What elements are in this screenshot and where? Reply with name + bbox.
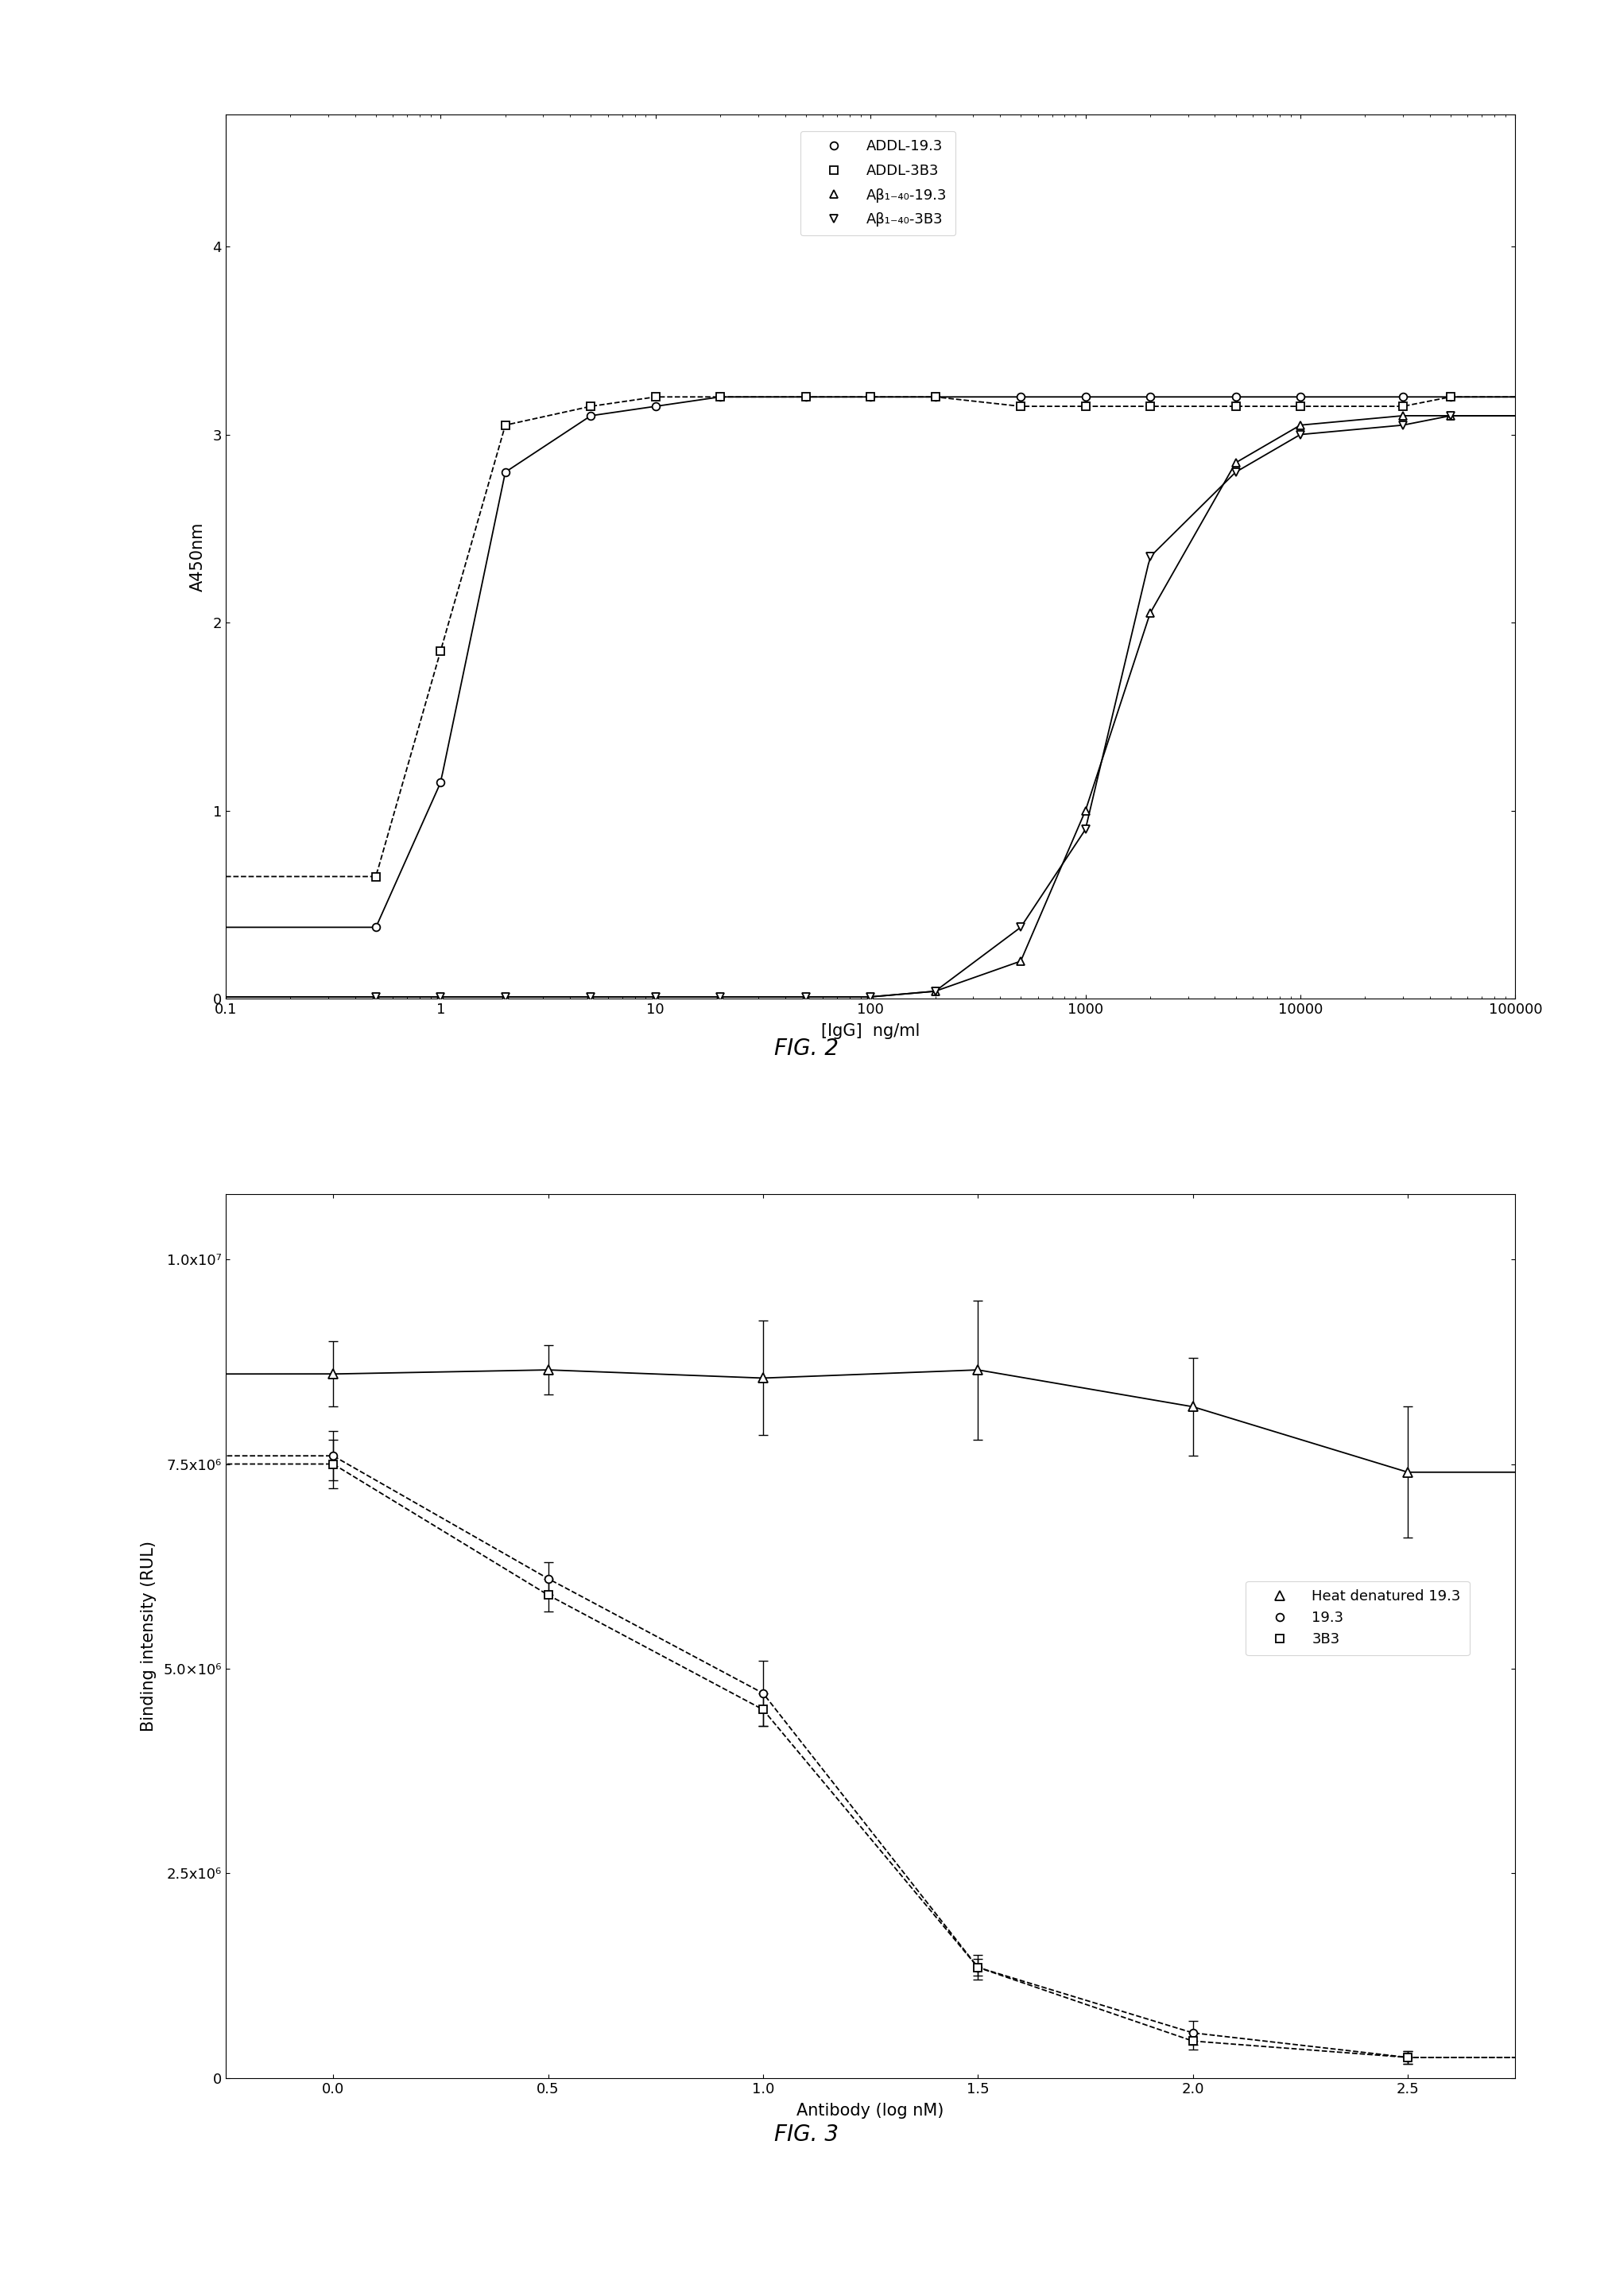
- ADDL-19.3: [582, 402, 601, 429]
- Aβ₁₋₄₀-3B3: [861, 983, 880, 1010]
- ADDL-19.3: [1140, 383, 1159, 411]
- X-axis label: Antibody (log nM): Antibody (log nM): [796, 2103, 945, 2119]
- ADDL-19.3: [495, 459, 514, 487]
- ADDL-19.3: [366, 914, 385, 941]
- Aβ₁₋₄₀-19.3: [861, 983, 880, 1010]
- Aβ₁₋₄₀-3B3: [925, 978, 945, 1006]
- ADDL-3B3: [796, 383, 816, 411]
- Aβ₁₋₄₀-3B3: [1011, 914, 1030, 941]
- Line: Aβ₁₋₄₀-3B3: Aβ₁₋₄₀-3B3: [372, 411, 1454, 1001]
- Heat denatured 19.3: [969, 1357, 988, 1384]
- Line: 3B3: 3B3: [329, 1460, 1412, 2062]
- Aβ₁₋₄₀-19.3: [1075, 797, 1095, 824]
- ADDL-3B3: [925, 383, 945, 411]
- Aβ₁₋₄₀-19.3: [646, 983, 666, 1010]
- ADDL-3B3: [646, 383, 666, 411]
- Aβ₁₋₄₀-3B3: [796, 983, 816, 1010]
- Aβ₁₋₄₀-3B3: [646, 983, 666, 1010]
- 3B3: [324, 1451, 343, 1479]
- Aβ₁₋₄₀-3B3: [582, 983, 601, 1010]
- 19.3: [753, 1678, 772, 1706]
- Aβ₁₋₄₀-19.3: [925, 978, 945, 1006]
- ADDL-3B3: [1227, 393, 1246, 420]
- Aβ₁₋₄₀-3B3: [430, 983, 450, 1010]
- ADDL-19.3: [1393, 383, 1412, 411]
- Aβ₁₋₄₀-3B3: [1140, 544, 1159, 572]
- ADDL-3B3: [1075, 393, 1095, 420]
- Aβ₁₋₄₀-3B3: [1075, 815, 1095, 843]
- Aβ₁₋₄₀-3B3: [1227, 459, 1246, 487]
- ADDL-19.3: [796, 383, 816, 411]
- 3B3: [753, 1697, 772, 1724]
- ADDL-3B3: [1393, 393, 1412, 420]
- ADDL-3B3: [1291, 393, 1311, 420]
- ADDL-19.3: [711, 383, 730, 411]
- Aβ₁₋₄₀-3B3: [366, 983, 385, 1010]
- Line: ADDL-3B3: ADDL-3B3: [372, 393, 1454, 879]
- ADDL-19.3: [1011, 383, 1030, 411]
- 19.3: [969, 1954, 988, 1981]
- Aβ₁₋₄₀-3B3: [1291, 420, 1311, 448]
- 19.3: [1398, 2043, 1417, 2071]
- ADDL-3B3: [582, 393, 601, 420]
- Aβ₁₋₄₀-19.3: [582, 983, 601, 1010]
- Y-axis label: A450nm: A450nm: [190, 521, 206, 592]
- Heat denatured 19.3: [753, 1364, 772, 1391]
- Aβ₁₋₄₀-3B3: [711, 983, 730, 1010]
- ADDL-3B3: [1011, 393, 1030, 420]
- Line: ADDL-19.3: ADDL-19.3: [372, 393, 1454, 932]
- Aβ₁₋₄₀-19.3: [495, 983, 514, 1010]
- Aβ₁₋₄₀-19.3: [1393, 402, 1412, 429]
- ADDL-3B3: [495, 411, 514, 439]
- ADDL-19.3: [1227, 383, 1246, 411]
- Legend: ADDL-19.3, ADDL-3B3, Aβ₁₋₄₀-19.3, Aβ₁₋₄₀-3B3: ADDL-19.3, ADDL-3B3, Aβ₁₋₄₀-19.3, Aβ₁₋₄₀…: [800, 131, 956, 236]
- ADDL-3B3: [1441, 383, 1460, 411]
- Aβ₁₋₄₀-19.3: [1011, 948, 1030, 976]
- ADDL-19.3: [1075, 383, 1095, 411]
- 19.3: [324, 1442, 343, 1469]
- ADDL-3B3: [366, 863, 385, 891]
- Line: Heat denatured 19.3: Heat denatured 19.3: [329, 1366, 1412, 1476]
- 3B3: [969, 1954, 988, 1981]
- Line: Aβ₁₋₄₀-19.3: Aβ₁₋₄₀-19.3: [372, 411, 1454, 1001]
- ADDL-19.3: [1441, 383, 1460, 411]
- Legend: Heat denatured 19.3, 19.3, 3B3: Heat denatured 19.3, 19.3, 3B3: [1246, 1582, 1470, 1655]
- ADDL-3B3: [711, 383, 730, 411]
- Text: FIG. 2: FIG. 2: [774, 1038, 838, 1061]
- Aβ₁₋₄₀-19.3: [1227, 450, 1246, 478]
- Aβ₁₋₄₀-19.3: [1441, 402, 1460, 429]
- ADDL-19.3: [861, 383, 880, 411]
- 3B3: [1398, 2043, 1417, 2071]
- ADDL-3B3: [1140, 393, 1159, 420]
- 19.3: [1183, 2018, 1203, 2046]
- Text: FIG. 3: FIG. 3: [774, 2124, 838, 2147]
- Aβ₁₋₄₀-3B3: [1393, 411, 1412, 439]
- ADDL-19.3: [430, 769, 450, 797]
- Aβ₁₋₄₀-3B3: [495, 983, 514, 1010]
- ADDL-3B3: [861, 383, 880, 411]
- 3B3: [538, 1582, 558, 1609]
- Y-axis label: Binding intensity (RUL): Binding intensity (RUL): [140, 1541, 156, 1731]
- ADDL-19.3: [1291, 383, 1311, 411]
- X-axis label: [IgG]  ng/ml: [IgG] ng/ml: [821, 1024, 920, 1040]
- Aβ₁₋₄₀-19.3: [430, 983, 450, 1010]
- 3B3: [1183, 2027, 1203, 2055]
- 19.3: [538, 1566, 558, 1593]
- Aβ₁₋₄₀-19.3: [1140, 599, 1159, 627]
- ADDL-19.3: [925, 383, 945, 411]
- Aβ₁₋₄₀-19.3: [366, 983, 385, 1010]
- ADDL-19.3: [646, 393, 666, 420]
- Aβ₁₋₄₀-19.3: [711, 983, 730, 1010]
- Aβ₁₋₄₀-3B3: [1441, 402, 1460, 429]
- Heat denatured 19.3: [1183, 1394, 1203, 1421]
- Line: 19.3: 19.3: [329, 1451, 1412, 2062]
- Heat denatured 19.3: [324, 1359, 343, 1387]
- ADDL-3B3: [430, 636, 450, 664]
- Aβ₁₋₄₀-19.3: [1291, 411, 1311, 439]
- Heat denatured 19.3: [1398, 1458, 1417, 1486]
- Aβ₁₋₄₀-19.3: [796, 983, 816, 1010]
- Heat denatured 19.3: [538, 1357, 558, 1384]
